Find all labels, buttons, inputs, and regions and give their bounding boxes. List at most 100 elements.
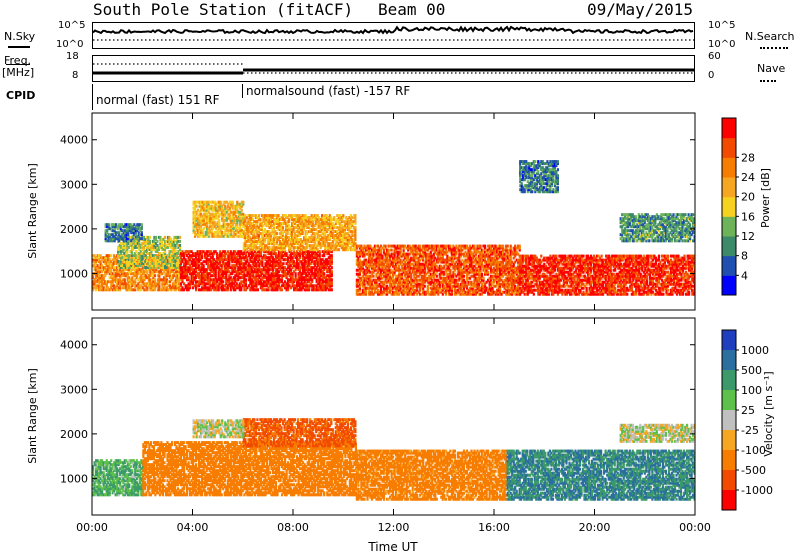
power-cell: [395, 292, 398, 296]
power-cell: [392, 262, 395, 266]
power-cell: [127, 229, 130, 233]
power-cell: [301, 248, 304, 252]
power-cell: [132, 247, 135, 251]
power-cell: [310, 246, 313, 250]
power-cell: [367, 288, 371, 292]
power-cell: [93, 260, 96, 264]
power-cell: [111, 288, 114, 292]
power-cell: [190, 266, 193, 270]
power-cell: [153, 254, 156, 257]
power-cell: [159, 260, 162, 263]
power-cell: [266, 214, 270, 218]
power-cell: [258, 256, 261, 260]
power-cell: [264, 250, 267, 254]
power-cell: [102, 260, 105, 264]
power-cell: [326, 252, 329, 256]
power-cell: [303, 248, 306, 252]
power-cell: [236, 230, 239, 234]
power-cell: [110, 254, 113, 258]
power-cell: [228, 216, 231, 220]
power-cell: [331, 228, 334, 232]
power-cell: [279, 278, 282, 282]
power-cell: [329, 268, 332, 272]
power-cell: [222, 208, 225, 212]
power-cell: [295, 230, 298, 234]
power-cell: [147, 264, 150, 267]
power-cell: [174, 282, 178, 286]
power-cell: [395, 290, 398, 294]
power-cell: [304, 224, 307, 228]
power-cell: [167, 280, 170, 284]
power-cell: [256, 278, 259, 282]
power-cell: [108, 254, 111, 258]
power-cell: [162, 260, 165, 263]
power-cell: [370, 270, 374, 274]
power-cell: [250, 230, 253, 234]
power-cell: [286, 232, 289, 236]
power-cell: [379, 284, 383, 288]
power-cell: [349, 226, 352, 230]
power-cell: [225, 288, 228, 292]
power-cell: [314, 262, 317, 266]
power-cell: [222, 214, 225, 218]
power-cell: [116, 278, 119, 282]
power-cell: [355, 282, 358, 286]
power-cell: [237, 234, 240, 238]
power-cell: [270, 260, 273, 264]
power-cell: [231, 216, 234, 220]
power-cell: [210, 226, 213, 230]
power-cell: [128, 286, 131, 290]
power-cell: [228, 254, 231, 258]
power-cell: [194, 202, 197, 206]
power-cell: [162, 258, 165, 261]
power-cell: [211, 278, 214, 282]
power-cell: [320, 288, 323, 292]
power-cell: [330, 220, 333, 224]
power-cell: [361, 278, 364, 282]
power-cell: [389, 284, 392, 288]
power-cell: [256, 220, 259, 224]
power-cell: [99, 262, 102, 266]
power-cell: [378, 266, 381, 270]
power-cell: [265, 266, 269, 270]
power-cell: [308, 260, 311, 264]
power-cell: [333, 248, 336, 252]
power-cell: [289, 234, 292, 238]
power-cell: [174, 254, 177, 257]
power-cell: [271, 258, 275, 262]
power-cell: [138, 247, 141, 251]
power-cell: [286, 228, 289, 232]
power-cell: [275, 238, 279, 242]
power-cell: [250, 284, 253, 288]
power-cell: [241, 280, 244, 284]
power-cell: [234, 280, 237, 284]
power-cell: [196, 266, 199, 270]
power-cell: [247, 252, 250, 256]
power-cell: [363, 280, 366, 284]
power-cell: [107, 256, 110, 260]
power-cell: [150, 272, 153, 276]
power-cell: [192, 220, 195, 224]
power-cell: [174, 288, 178, 292]
power-cell: [408, 262, 411, 266]
power-cell: [166, 258, 170, 261]
power-cell: [98, 254, 101, 258]
power-cell: [317, 282, 320, 286]
power-cell: [171, 264, 174, 267]
power-cell: [303, 250, 306, 254]
power-cell: [351, 238, 354, 242]
power-cell: [363, 252, 366, 256]
power-cell: [369, 282, 372, 286]
power-cell: [266, 242, 270, 246]
power-cell: [115, 223, 118, 227]
power-cell: [118, 243, 121, 247]
power-cell: [129, 280, 132, 284]
power-cell: [193, 264, 196, 268]
power-cell: [291, 228, 294, 232]
power-cell: [231, 222, 234, 226]
power-cell: [207, 278, 210, 282]
power-cell: [149, 268, 152, 272]
power-cell: [291, 232, 294, 236]
power-cell: [254, 220, 257, 224]
power-cell: [251, 226, 254, 230]
